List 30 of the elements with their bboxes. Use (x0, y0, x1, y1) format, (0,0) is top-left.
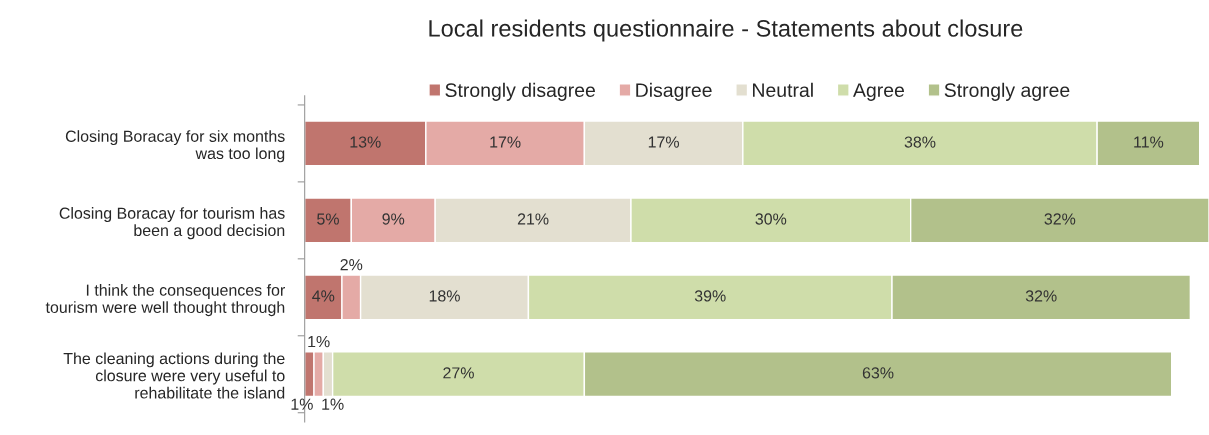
data-label: 38% (904, 136, 936, 148)
data-label: 21% (517, 213, 549, 225)
data-label: 1% (308, 335, 330, 348)
legend-label: Neutral (753, 82, 813, 98)
data-label: 5% (317, 213, 339, 225)
data-label: 1% (322, 398, 344, 410)
data-label: 63% (862, 367, 894, 379)
legend-label: Strongly disagree (445, 82, 595, 101)
y-tick-label: Closing Boracay for tourism has been a good decision (59, 207, 285, 240)
data-label: 27% (443, 367, 474, 379)
legend-label: Strongly agree (944, 82, 1070, 101)
data-label: 17% (490, 136, 521, 148)
y-tick-label: I think the consequences for tourism were well thought through (45, 284, 285, 317)
data-label: 32% (1025, 290, 1057, 302)
data-label: 17% (648, 136, 680, 148)
legend-label: Agree (853, 83, 904, 101)
y-tick-label: Closing Boracay for six months was too long (65, 130, 285, 163)
data-label: 1% (291, 398, 313, 410)
data-label: 30% (755, 213, 787, 225)
data-label: 9% (382, 213, 405, 225)
data-label: 13% (350, 136, 381, 148)
data-label: 4% (312, 290, 335, 302)
y-tick-label: The cleaning actions during the closure were very useful to rehabilitate the island (63, 352, 285, 399)
data-label: 11% (1134, 136, 1164, 148)
legend-label: Disagree (636, 82, 712, 101)
data-label: 2% (340, 258, 363, 271)
data-label: 32% (1044, 213, 1076, 225)
chart-title: Local residents questionnaire - Statements about closure (429, 19, 1023, 42)
data-label: 18% (429, 290, 460, 302)
data-label: 39% (694, 290, 726, 302)
